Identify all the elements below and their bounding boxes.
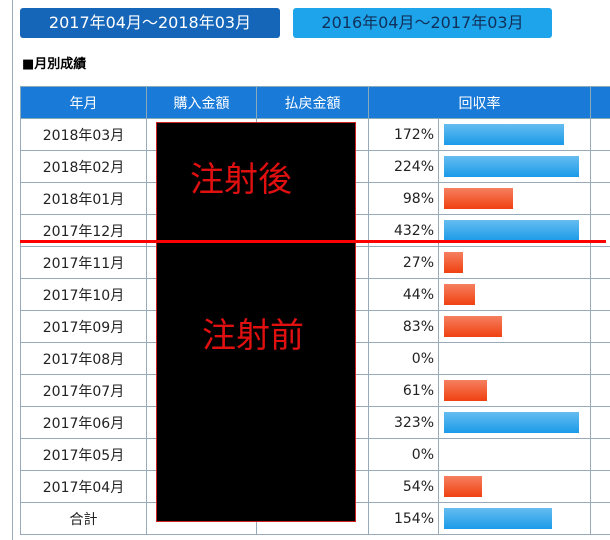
- month: 2018年01月: [20, 182, 147, 215]
- extra: [590, 278, 610, 311]
- divider: [20, 240, 606, 243]
- bar-cell: [438, 310, 591, 343]
- bar: [444, 508, 552, 529]
- bar: [444, 188, 513, 209]
- bar-cell: [438, 278, 591, 311]
- bar-clip: [439, 284, 579, 305]
- bar: [444, 124, 565, 145]
- bar-cell: [438, 246, 591, 279]
- bar-clip: [439, 508, 579, 529]
- bar-clip: [439, 476, 579, 497]
- bar-clip: [439, 252, 579, 273]
- bar-clip: [439, 316, 579, 337]
- rate: 224%: [368, 150, 439, 183]
- bar-cell: [438, 502, 591, 535]
- rate: 154%: [368, 502, 439, 535]
- bar-cell: [438, 342, 591, 375]
- extra: [590, 182, 610, 215]
- month: 2017年09月: [20, 310, 147, 343]
- annotation: 注射前: [202, 316, 304, 356]
- extra: [590, 374, 610, 407]
- bar: [444, 252, 463, 273]
- extra: [590, 502, 610, 535]
- bar-clip: [439, 124, 579, 145]
- month: 2017年08月: [20, 342, 147, 375]
- bar: [444, 156, 579, 177]
- border: [12, 0, 13, 540]
- extra: [590, 406, 610, 439]
- month: 2018年02月: [20, 150, 147, 183]
- tab[interactable]: 2016年04月～2017年03月: [293, 8, 552, 38]
- rate: 323%: [368, 406, 439, 439]
- bar-clip: [439, 156, 579, 177]
- extra: [590, 150, 610, 183]
- bar-clip: [439, 444, 579, 465]
- bar: [444, 220, 579, 241]
- header: 回収率: [368, 86, 591, 119]
- bar-clip: [439, 188, 579, 209]
- rate: 27%: [368, 246, 439, 279]
- bar-cell: [438, 374, 591, 407]
- rate: 0%: [368, 342, 439, 375]
- extra: [590, 118, 610, 151]
- bar: [444, 476, 482, 497]
- rate: 54%: [368, 470, 439, 503]
- bar-cell: [438, 118, 591, 151]
- month: 2017年07月: [20, 374, 147, 407]
- rate: 98%: [368, 182, 439, 215]
- month: 2017年10月: [20, 278, 147, 311]
- bar-cell: [438, 182, 591, 215]
- header: 年月: [20, 86, 147, 119]
- bar-cell: [438, 438, 591, 471]
- extra: [590, 246, 610, 279]
- tab[interactable]: 2017年04月～2018年03月: [20, 8, 280, 38]
- month: 2017年04月: [20, 470, 147, 503]
- month: 2017年05月: [20, 438, 147, 471]
- header: [590, 86, 610, 119]
- month: 合計: [20, 502, 147, 535]
- bar-clip: [439, 220, 579, 241]
- bar-cell: [438, 150, 591, 183]
- month: 2017年11月: [20, 246, 147, 279]
- bar-clip: [439, 348, 579, 369]
- bar-cell: [438, 406, 591, 439]
- extra: [590, 310, 610, 343]
- bar-cell: [438, 470, 591, 503]
- rate: 44%: [368, 278, 439, 311]
- month: 2018年03月: [20, 118, 147, 151]
- rate: 61%: [368, 374, 439, 407]
- extra: [590, 470, 610, 503]
- mask: [156, 122, 356, 522]
- bar-clip: [439, 380, 579, 401]
- section-title: ■月別成績: [22, 57, 87, 72]
- annotation: 注射後: [190, 160, 292, 200]
- rate: 172%: [368, 118, 439, 151]
- extra: [590, 438, 610, 471]
- extra: [590, 342, 610, 375]
- rate: 83%: [368, 310, 439, 343]
- month: 2017年06月: [20, 406, 147, 439]
- header: 購入金額: [146, 86, 257, 119]
- bar-clip: [439, 412, 579, 433]
- bar: [444, 380, 487, 401]
- header: 払戻金額: [256, 86, 369, 119]
- bar: [444, 284, 475, 305]
- bar: [444, 316, 503, 337]
- rate: 0%: [368, 438, 439, 471]
- bar: [444, 412, 579, 433]
